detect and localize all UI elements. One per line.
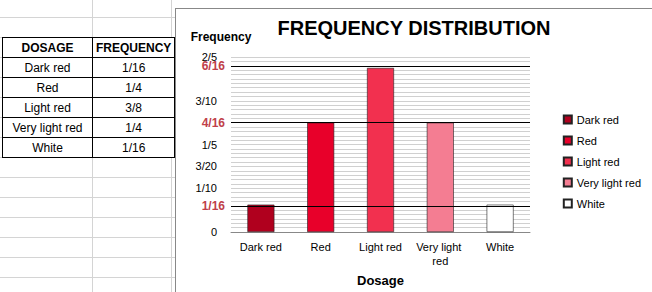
svg-text:2/5: 2/5 (201, 51, 217, 63)
svg-text:Light red: Light red (577, 156, 620, 168)
html-text:1/16: 1/16 (122, 60, 146, 75)
svg-text:1/10: 1/10 (196, 182, 217, 194)
svg-text:red: red (432, 255, 448, 267)
html-text:Dark red: Dark red (24, 60, 71, 75)
html-text:Light red: Light red (24, 100, 71, 115)
svg-text:Very light: Very light (416, 241, 464, 253)
svg-text:Dark red: Dark red (577, 114, 619, 126)
html-text:1/16: 1/16 (122, 140, 146, 155)
html-text:DOSAGE: DOSAGE (21, 40, 74, 55)
html-text:3/8: 3/8 (125, 100, 142, 115)
svg-text:0: 0 (211, 226, 217, 238)
svg-text:Frequency: Frequency (191, 30, 252, 44)
svg-text:6/16: 6/16 (202, 59, 226, 73)
html-text:White: White (32, 140, 63, 155)
svg-text:Red: Red (311, 241, 331, 253)
svg-text:3/20: 3/20 (196, 160, 217, 172)
svg-text:FREQUENCY DISTRIBUTION: FREQUENCY DISTRIBUTION (278, 17, 551, 39)
html-text:Red: Red (36, 80, 59, 95)
svg-text:Red: Red (577, 135, 597, 147)
svg-text:1/5: 1/5 (202, 139, 217, 151)
svg-text:Dark red: Dark red (240, 241, 282, 253)
svg-text:1/16: 1/16 (202, 199, 226, 213)
svg-text:Dosage: Dosage (357, 273, 404, 288)
svg-text:White: White (577, 198, 605, 210)
html-text:Very light red: Very light red (12, 120, 83, 135)
svg-text:White: White (486, 241, 514, 253)
html-text:1/4: 1/4 (125, 80, 142, 95)
svg-text:4/16: 4/16 (202, 116, 226, 130)
svg-text:3/10: 3/10 (196, 95, 217, 107)
svg-text:Very light red: Very light red (577, 177, 641, 189)
svg-text:Light red: Light red (359, 241, 402, 253)
html-text:FREQUENCY: FREQUENCY (96, 40, 172, 55)
html-text:1/4: 1/4 (125, 120, 142, 135)
